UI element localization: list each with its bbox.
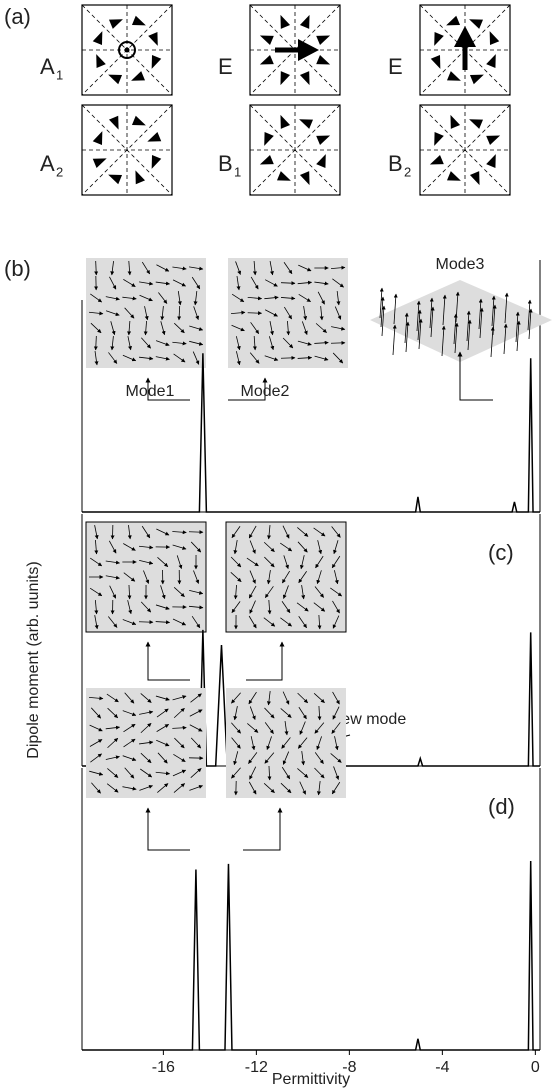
x-tick-label: -4 [435, 1059, 449, 1076]
dipole-arrow [109, 19, 123, 29]
dipole-arrow [447, 171, 461, 181]
panel-label: (b) [4, 256, 31, 281]
connector [148, 808, 190, 850]
dipole-arrow [486, 154, 496, 168]
x-tick-label: 0 [531, 1059, 540, 1076]
annotation: Mode1 [126, 383, 175, 400]
dipole-arrow [260, 35, 274, 45]
center-arrowhead [298, 39, 319, 61]
mode-subscript: 1 [56, 67, 63, 82]
dipole-arrow [300, 71, 310, 85]
dipole-arrow [277, 171, 291, 181]
center-arrowhead [454, 26, 476, 47]
dipole-arrow [431, 55, 441, 69]
annotation: Mode3 [436, 256, 485, 273]
dipole-arrow [108, 175, 122, 185]
dipole-arrow [93, 31, 103, 45]
panel-label: (c) [488, 540, 514, 565]
dipole-arrow [486, 135, 500, 145]
dipole-arrow [300, 171, 310, 185]
dipole-arrow [470, 75, 484, 85]
dipole-arrow [132, 16, 146, 26]
spectrum-line [82, 353, 540, 512]
dipole-arrow [299, 119, 313, 129]
x-tick-label: -16 [152, 1059, 175, 1076]
symmetry-diagrams: A1EEA2B1B2 [40, 5, 510, 195]
dipole-arrow [470, 171, 480, 185]
dipole-arrow [447, 71, 461, 81]
panel-label: (d) [488, 794, 515, 819]
dipole-arrow [260, 55, 274, 65]
dipole-arrow [446, 16, 460, 26]
dipole-arrow [469, 19, 483, 29]
mode-symbol: E [388, 54, 403, 79]
dipole-arrow [450, 115, 460, 129]
mode-symbol: A [40, 151, 55, 176]
mode-subscript: 1 [234, 164, 241, 179]
spectrum-line [82, 861, 540, 1050]
dipole-arrow [280, 15, 290, 29]
mode-symbol: E [218, 54, 233, 79]
dipole-arrow [434, 32, 444, 46]
dipole-arrow [490, 31, 500, 45]
mode-subscript: 2 [56, 164, 63, 179]
mode-subscript: 2 [404, 164, 411, 179]
dipole-arrow [430, 155, 444, 165]
dipole-arrow [109, 116, 119, 130]
mode-symbol: B [218, 151, 233, 176]
dipole-arrow [147, 132, 161, 142]
connector [148, 642, 190, 680]
dipole-arrow [316, 154, 326, 168]
center-dot [125, 48, 130, 53]
inset-field [370, 280, 552, 362]
mode-symbol: A [40, 54, 55, 79]
dipole-arrow [132, 116, 146, 126]
dipole-arrow [131, 71, 145, 81]
panel-label: (a) [4, 4, 31, 29]
x-tick-label: -12 [245, 1059, 268, 1076]
annotation: Mode2 [241, 383, 290, 400]
connector [246, 642, 282, 680]
dipole-arrow [152, 155, 162, 169]
dipole-arrow [434, 132, 444, 146]
dipole-arrow [280, 71, 290, 85]
connector [243, 808, 280, 850]
x-axis-label: Permittivity [272, 1071, 350, 1088]
dipole-arrow [135, 170, 145, 184]
dipole-arrow [316, 55, 330, 65]
dipole-arrow [264, 132, 274, 146]
dipole-arrow [280, 115, 290, 129]
dipole-arrow [486, 54, 496, 68]
dipole-arrow [152, 55, 162, 69]
dipole-arrow [316, 35, 330, 45]
inset-arrow [281, 358, 295, 359]
dipole-arrow [148, 32, 158, 46]
figure: (a) A1EEA2B1B2 (b)Mode1Mode2Mode3(c)New … [0, 0, 554, 1090]
dipole-arrow [108, 75, 122, 85]
dipole-arrow [260, 155, 274, 165]
dipole-arrow [300, 15, 310, 29]
mode-symbol: B [388, 151, 403, 176]
y-axis-label: Dipole moment (arb. uunits) [25, 561, 42, 758]
dipole-arrow [316, 135, 330, 145]
dipole-arrow [96, 54, 106, 68]
dipole-arrow [93, 158, 107, 168]
dipole-arrow [469, 119, 483, 129]
dipole-arrow [93, 131, 103, 145]
